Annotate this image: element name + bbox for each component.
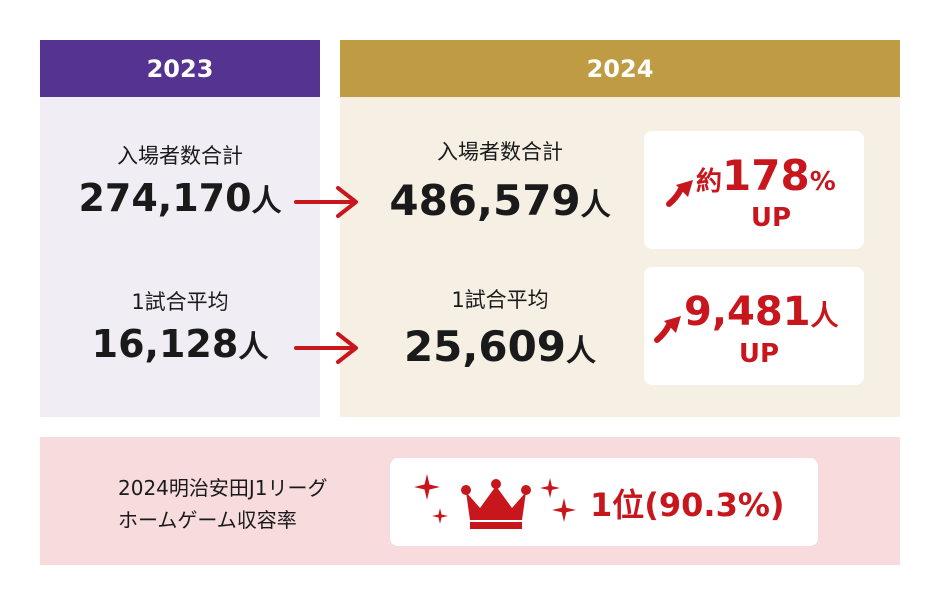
left-avg-value: 16,128人: [40, 322, 320, 366]
left-total-value: 274,170人: [40, 176, 320, 220]
left-total-label: 入場者数合計: [117, 144, 243, 168]
header-2024: 2024: [340, 40, 900, 97]
ranking-value: 1位(90.3%): [590, 486, 785, 524]
ranking-label: 2024明治安田J1リーグ ホームゲーム収容率: [118, 472, 378, 536]
badge-total-main: 約178%: [696, 151, 862, 200]
right-avg-number: 25,609: [403, 322, 567, 371]
year-2024: 2024: [586, 54, 654, 83]
ranking-line2: ホームゲーム収容率: [118, 508, 297, 532]
right-avg-unit: 人: [566, 334, 597, 369]
ranking-line1: 2024明治安田J1リーグ: [118, 476, 328, 500]
left-avg-number: 16,128: [91, 322, 239, 366]
up-arrow-icon: [654, 316, 681, 343]
right-arrow-icon: [294, 332, 358, 364]
badge-avg-number: 9,481: [684, 289, 811, 335]
sparkle-icon: [552, 498, 576, 522]
badge-total-up: UP: [750, 203, 792, 233]
badge-total-unit: %: [809, 167, 836, 197]
left-avg-label: 1試合平均: [131, 290, 229, 314]
sparkle-icon: [540, 478, 560, 498]
badge-total: 約178% UP: [644, 131, 864, 249]
header-2023: 2023: [40, 40, 320, 97]
badge-total-prefix: 約: [696, 167, 723, 197]
panel-2023: [40, 97, 320, 417]
badge-avg-main: 9,481人: [684, 289, 862, 335]
up-arrow-icon: [666, 180, 693, 207]
right-total-unit: 人: [580, 188, 611, 223]
sparkle-icon: [432, 508, 448, 524]
left-total-unit: 人: [251, 184, 282, 219]
crown-icon: [461, 479, 531, 529]
right-total-label: 入場者数合計: [437, 140, 563, 164]
badge-total-number: 178: [722, 151, 810, 200]
left-total-number: 274,170: [78, 176, 252, 220]
right-total-value: 486,579人: [370, 176, 630, 225]
year-2023: 2023: [146, 54, 214, 83]
sparkle-icon: [414, 474, 440, 500]
ranking-card: 1位(90.3%): [390, 458, 818, 546]
right-avg-label: 1試合平均: [451, 288, 549, 312]
badge-avg: 9,481人 UP: [644, 267, 864, 385]
right-total-number: 486,579: [389, 176, 581, 225]
left-avg-unit: 人: [238, 330, 269, 365]
right-arrow-icon: [294, 186, 358, 218]
right-avg-value: 25,609人: [370, 322, 630, 371]
badge-avg-unit: 人: [810, 299, 839, 332]
badge-avg-up: UP: [738, 339, 780, 369]
